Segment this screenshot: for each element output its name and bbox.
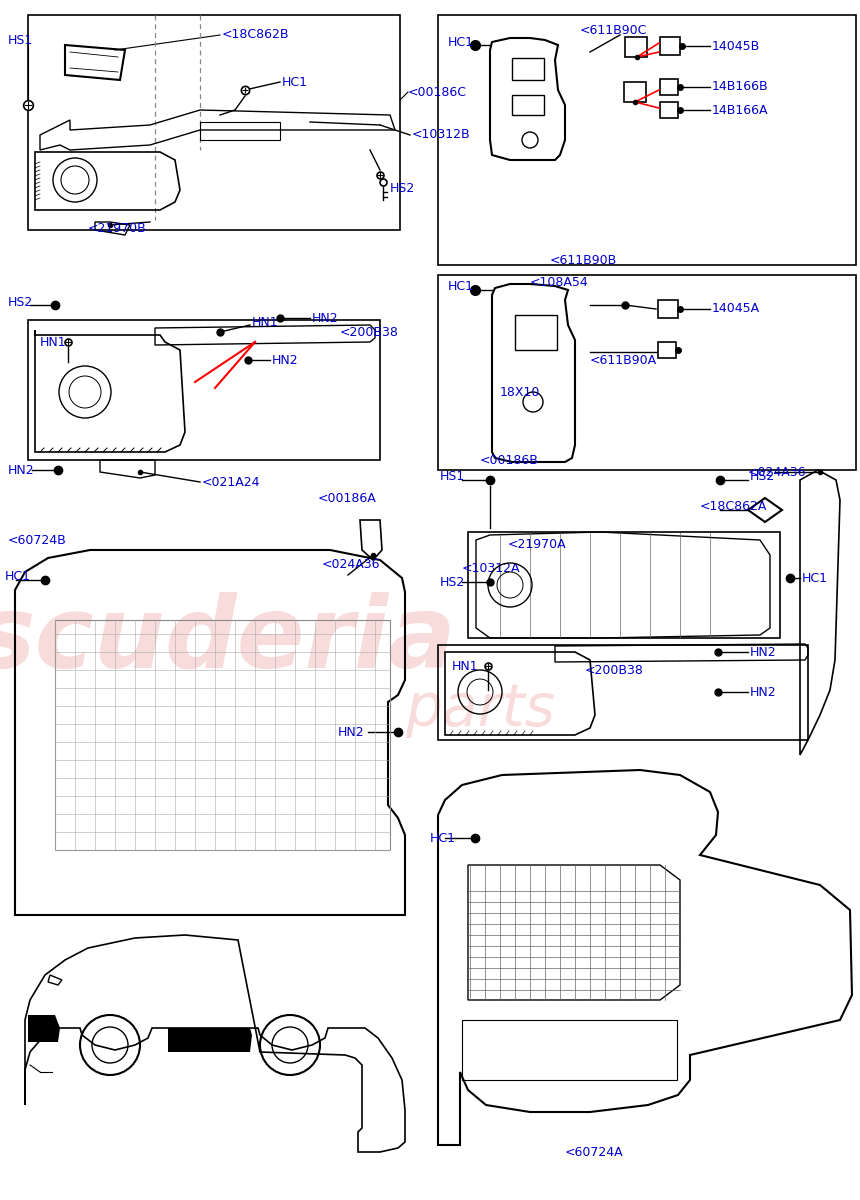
Text: HC1: HC1 [802, 571, 828, 584]
Text: HS2: HS2 [750, 470, 775, 484]
Text: <00186A: <00186A [318, 492, 377, 504]
Text: <024A36: <024A36 [748, 466, 807, 479]
Text: 14045B: 14045B [712, 40, 760, 53]
Bar [660, 79, 678, 95]
Text: HN2: HN2 [272, 354, 298, 366]
Text: HS2: HS2 [440, 576, 465, 588]
Text: HN2: HN2 [750, 646, 777, 659]
Text: <024A36: <024A36 [322, 558, 380, 571]
Text: HS1: HS1 [8, 34, 34, 47]
Bar [660, 102, 678, 118]
Text: HN2: HN2 [338, 726, 365, 738]
Bar [200, 122, 280, 140]
Polygon shape [168, 1028, 252, 1052]
Bar [468, 532, 780, 638]
Bar [28, 14, 400, 230]
Text: <108A54: <108A54 [530, 276, 589, 288]
Text: <10312B: <10312B [412, 128, 470, 142]
Text: <18C862A: <18C862A [700, 500, 767, 514]
Text: HN1: HN1 [40, 336, 66, 348]
Text: <21970B: <21970B [88, 222, 147, 234]
Text: HN1: HN1 [452, 660, 479, 672]
Bar [438, 14, 856, 265]
Text: <611B90A: <611B90A [590, 354, 657, 366]
Bar [55, 620, 390, 850]
Bar [512, 58, 544, 80]
Text: HC1: HC1 [5, 570, 31, 583]
Bar [438, 646, 808, 740]
Text: <21970A: <21970A [508, 539, 567, 552]
Text: <10312A: <10312A [462, 562, 520, 575]
Text: HS2: HS2 [8, 295, 34, 308]
Bar [625, 37, 647, 56]
Text: <611B90B: <611B90B [550, 253, 617, 266]
Text: <60724B: <60724B [8, 534, 67, 546]
Text: 18X10: 18X10 [500, 385, 540, 398]
Text: <18C862B: <18C862B [222, 29, 290, 42]
Text: <00186B: <00186B [480, 454, 539, 467]
Text: HC1: HC1 [448, 281, 474, 294]
Bar [462, 1020, 677, 1080]
Text: parts: parts [405, 682, 555, 738]
Text: HS2: HS2 [390, 181, 415, 194]
Text: HN2: HN2 [8, 463, 34, 476]
Text: 14045A: 14045A [712, 302, 760, 316]
Text: <021A24: <021A24 [202, 475, 261, 488]
Bar [624, 82, 646, 102]
Text: <60724A: <60724A [565, 1146, 623, 1158]
Bar [658, 342, 676, 358]
Text: HN2: HN2 [312, 312, 339, 324]
Text: HC1: HC1 [430, 832, 456, 845]
Text: <611B90C: <611B90C [580, 24, 648, 36]
Text: 14B166A: 14B166A [712, 103, 769, 116]
Text: HN1: HN1 [252, 316, 279, 329]
Text: <00186C: <00186C [408, 85, 467, 98]
Bar [515, 314, 557, 350]
Bar [438, 275, 856, 470]
Text: 14B166B: 14B166B [712, 80, 769, 94]
Bar [28, 320, 380, 460]
Text: scuderia: scuderia [0, 592, 455, 689]
Text: HS1: HS1 [440, 470, 465, 484]
Bar [512, 95, 544, 115]
Text: HN2: HN2 [750, 685, 777, 698]
Polygon shape [28, 1015, 60, 1042]
Text: HC1: HC1 [282, 76, 308, 89]
Bar [660, 37, 680, 55]
Bar [658, 300, 678, 318]
Text: <200B38: <200B38 [340, 325, 399, 338]
Text: <200B38: <200B38 [585, 664, 644, 677]
Text: HC1: HC1 [448, 36, 474, 48]
